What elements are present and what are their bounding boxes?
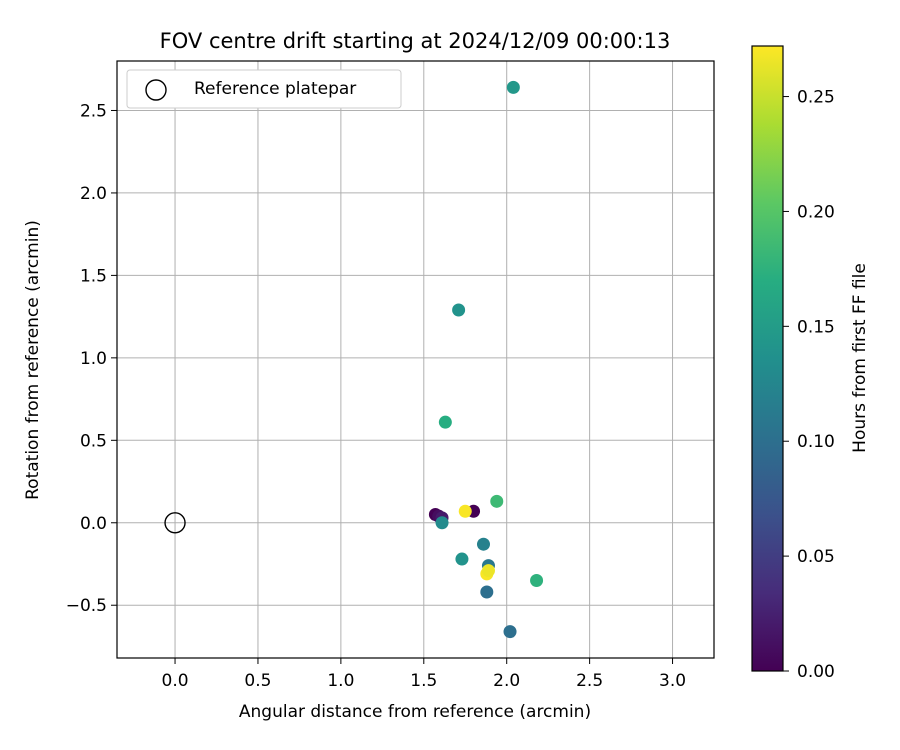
scatter-point	[438, 415, 452, 429]
scatter-point	[476, 537, 490, 551]
colorbar-tick-label: 0.05	[797, 547, 835, 567]
scatter-points	[428, 80, 544, 639]
plot-frame	[116, 60, 715, 659]
y-tick-label: 2.0	[80, 184, 107, 204]
y-tick-label: 1.5	[80, 266, 107, 286]
reference-platepar-marker	[164, 512, 186, 534]
x-axis-ticks: 0.0 0.5 1.0 1.5 2.0 2.5 3.0	[162, 658, 686, 691]
y-tick-label: 1.0	[80, 349, 107, 369]
grid	[117, 61, 714, 658]
colorbar-ticks: 0.00 0.05 0.10 0.15 0.20 0.25	[783, 88, 835, 682]
scatter-point	[506, 80, 520, 94]
y-axis-ticks: −0.5 0.0 0.5 1.0 1.5 2.0 2.5	[66, 101, 117, 616]
x-tick-label: 2.0	[493, 671, 520, 691]
reference-layer	[164, 512, 186, 534]
colorbar-label: Hours from first FF file	[850, 263, 870, 453]
legend-box	[126, 69, 402, 109]
scatter-point	[503, 625, 517, 639]
scatter-point	[458, 504, 472, 518]
x-tick-label: 3.0	[659, 671, 686, 691]
scatter-point	[455, 552, 469, 566]
colorbar-tick-label: 0.20	[797, 202, 835, 222]
x-tick-label: 2.5	[576, 671, 603, 691]
colorbar	[752, 46, 783, 671]
x-tick-label: 0.0	[162, 671, 189, 691]
colorbar-tick-label: 0.10	[797, 432, 835, 452]
colorbar-tick-label: 0.15	[797, 317, 835, 337]
y-tick-label: 0.0	[80, 514, 107, 534]
scatter-point	[480, 585, 494, 599]
colorbar-tick-label: 0.00	[797, 662, 835, 682]
scatter-point	[435, 516, 449, 530]
x-axis-label: Angular distance from reference (arcmin)	[239, 702, 591, 722]
y-tick-label: 0.5	[80, 431, 107, 451]
legend-label: Reference platepar	[194, 79, 356, 99]
chart-title: FOV centre drift starting at 2024/12/09 …	[160, 29, 671, 53]
scatter-point	[481, 564, 495, 578]
y-tick-label: −0.5	[66, 596, 107, 616]
legend: Reference platepar	[126, 69, 402, 109]
scatter-point	[530, 573, 544, 587]
x-tick-label: 1.0	[327, 671, 354, 691]
x-tick-label: 1.5	[410, 671, 437, 691]
scatter-point	[452, 303, 466, 317]
x-tick-label: 0.5	[244, 671, 271, 691]
y-axis-label: Rotation from reference (arcmin)	[23, 220, 43, 500]
colorbar-tick-label: 0.25	[797, 88, 835, 108]
scatter-point	[490, 494, 504, 508]
colorbar-frame	[751, 45, 784, 672]
y-tick-label: 2.5	[80, 101, 107, 121]
legend-marker-icon	[145, 79, 167, 101]
